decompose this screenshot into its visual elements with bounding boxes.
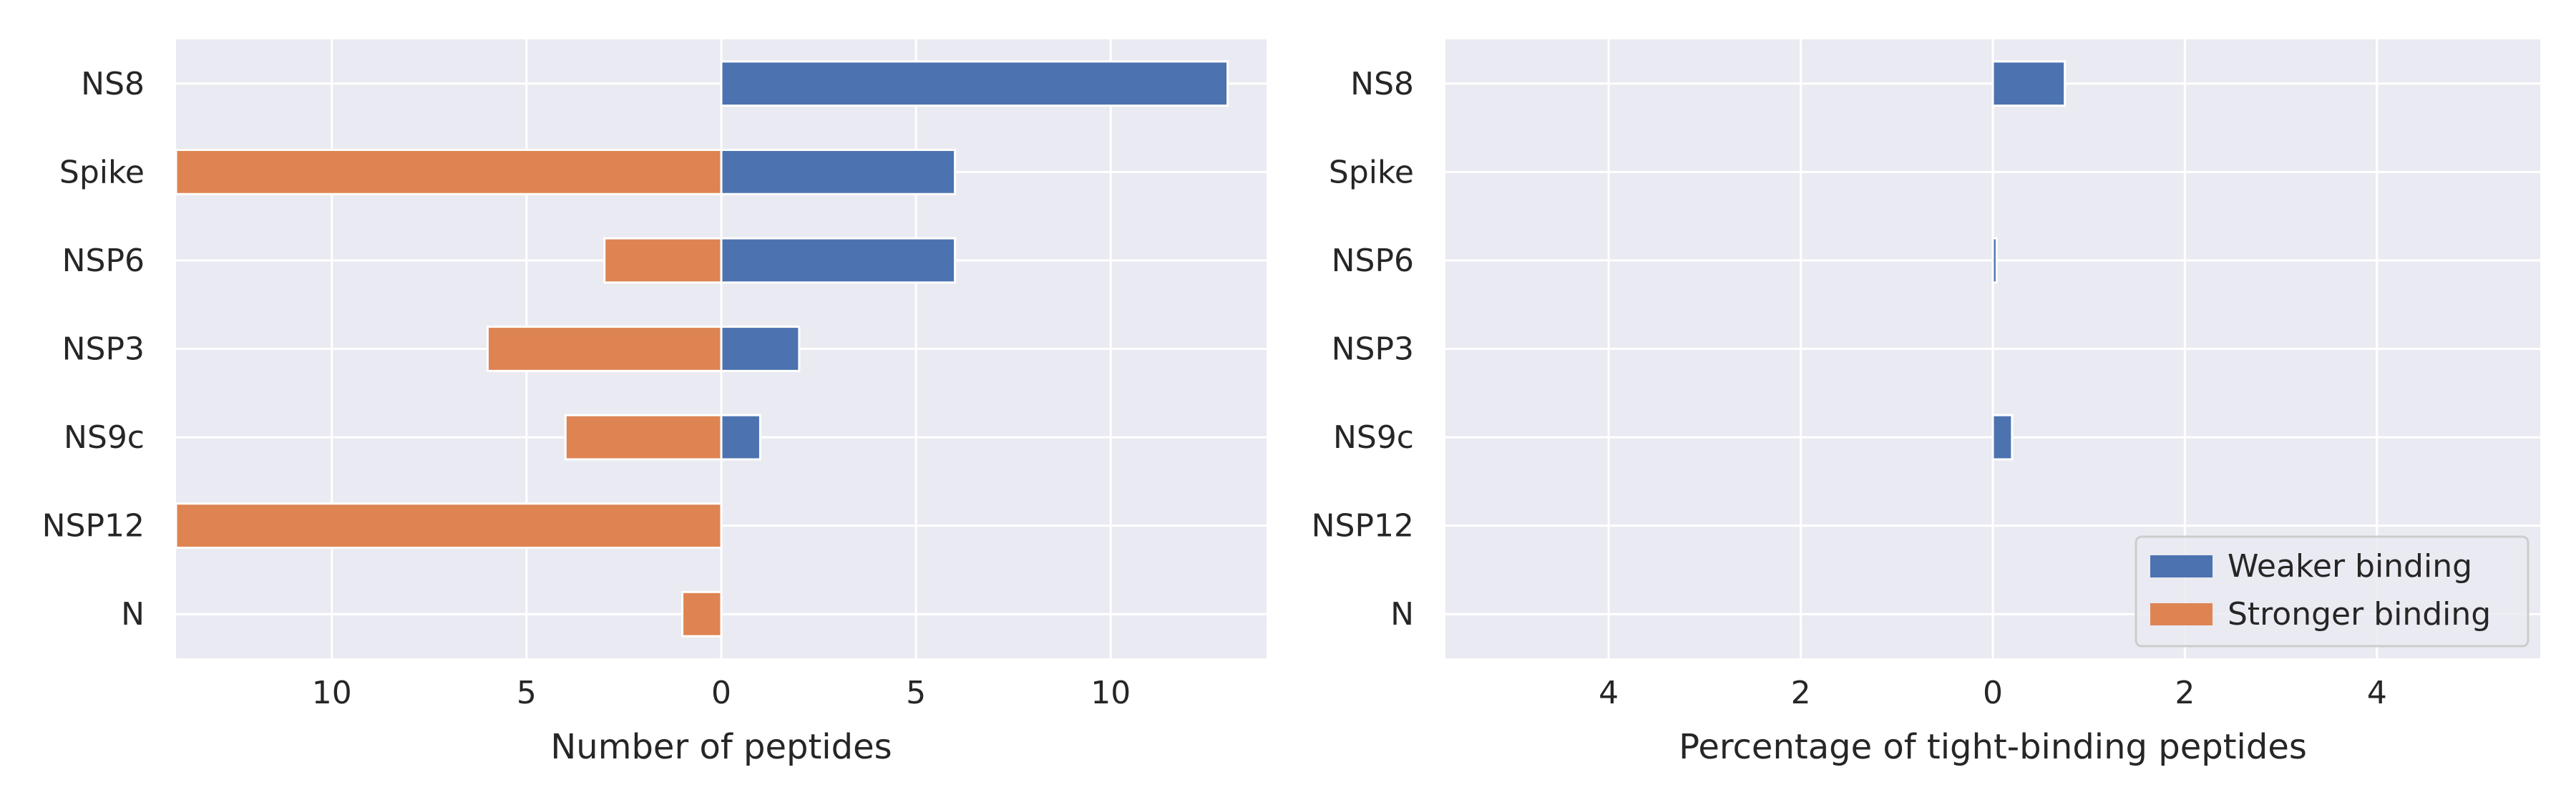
x-tick-label: 4 (1599, 675, 1619, 711)
x-tick-label: 0 (1983, 675, 2003, 711)
bar-stronger-spike (175, 148, 723, 195)
x-tick-label: 10 (312, 675, 352, 711)
bar-stronger-ns9c (564, 414, 723, 461)
y-tick-label: NSP6 (1332, 243, 1414, 279)
y-tick-label: NSP3 (1332, 331, 1414, 368)
y-tick-label: Spike (59, 154, 145, 190)
legend-swatch-weaker (2150, 555, 2212, 577)
chart-percentage-tight-binding: 4 2 0 2 4 NS8 Spike NSP6 NSP3 NS9c NSP12 N Percentag… (1312, 39, 2540, 767)
legend-label: Weaker binding (2228, 548, 2472, 585)
y-tick-label: NS8 (81, 66, 145, 102)
x-axis-label: Percentage of tight-binding peptides (1679, 727, 2307, 767)
y-tick-label: NS8 (1350, 66, 1414, 102)
y-tick-label: NSP12 (1312, 508, 1414, 545)
bar-weaker-nsp6 (720, 237, 957, 284)
bar-weaker-ns8 (720, 60, 1229, 107)
bar-weaker-ns8 (1991, 60, 2067, 107)
x-axis-label: Number of peptides (550, 727, 892, 767)
x-tick-label: 2 (2175, 675, 2195, 711)
x-tick-label: 0 (711, 675, 731, 711)
bar-stronger-nsp12 (175, 502, 723, 550)
legend-frame (2135, 535, 2529, 648)
bar-stronger-nsp6 (603, 237, 723, 284)
x-tick-label: 5 (906, 675, 926, 711)
y-tick-label: Spike (1329, 154, 1414, 190)
chart-number-of-peptides: 10 5 0 5 10 NS8 Spike NSP6 NSP3 NS9c NSP12 N Number … (42, 39, 1267, 767)
legend-swatch-stronger (2150, 603, 2212, 625)
bar-stronger-nsp3 (486, 326, 723, 372)
y-tick-label: NS9c (1333, 419, 1414, 456)
bar-stronger-n (681, 590, 723, 638)
y-tick-label: NSP12 (42, 508, 145, 545)
y-tick-label: N (121, 596, 145, 633)
bar-weaker-nsp3 (720, 326, 801, 372)
bar-weaker-spike (720, 148, 957, 195)
bar-weaker-nsp6 (1991, 237, 1998, 284)
x-tick-label: 4 (2367, 675, 2387, 711)
y-tick-label: NSP3 (62, 331, 145, 368)
bar-weaker-ns9c (720, 414, 761, 461)
legend: Weaker binding Stronger binding (2135, 535, 2529, 648)
x-tick-label: 5 (517, 675, 537, 711)
y-tick-label: NS9c (64, 419, 145, 456)
x-tick-label: 10 (1091, 675, 1131, 711)
y-tick-label: N (1390, 596, 1414, 633)
x-tick-label: 2 (1791, 675, 1811, 711)
legend-label: Stronger binding (2228, 596, 2491, 633)
y-tick-label: NSP6 (62, 243, 145, 279)
bar-weaker-ns9c (1991, 414, 2014, 461)
